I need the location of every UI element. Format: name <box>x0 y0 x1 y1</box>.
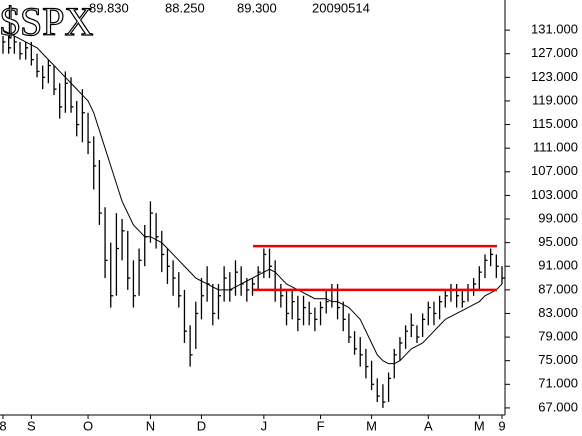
x-tick-label: 9 <box>498 418 505 433</box>
x-tick-label: M <box>474 418 485 433</box>
x-tick-label: M <box>366 418 377 433</box>
y-tick-label: 67.000 <box>538 399 578 414</box>
x-tick-label: N <box>146 418 155 433</box>
y-tick-label: 95.000 <box>538 234 578 249</box>
y-tick-label: 123.000 <box>531 69 578 84</box>
y-tick-label: 119.000 <box>532 92 578 107</box>
y-tick-label: 127.000 <box>531 45 578 60</box>
moving-average <box>2 29 503 365</box>
x-tick-label: 8 <box>0 418 7 433</box>
x-tick-label: J <box>261 418 268 433</box>
x-tick-label: F <box>317 418 325 433</box>
y-tick-label: 71.000 <box>538 376 578 391</box>
header-value: 89.830 <box>89 0 129 15</box>
header-value: 89.300 <box>237 0 277 15</box>
y-tick-label: 99.000 <box>538 210 578 225</box>
header-value: 20090514 <box>312 0 370 15</box>
y-tick-label: 131.000 <box>531 22 578 37</box>
x-tick-label: S <box>27 418 36 433</box>
y-tick-label: 107.000 <box>531 163 578 178</box>
header-value: 88.250 <box>165 0 205 15</box>
x-tick-label: O <box>83 418 93 433</box>
x-tick-label: A <box>424 418 433 433</box>
y-tick-label: 91.000 <box>538 258 578 273</box>
y-tick-label: 115.000 <box>532 116 578 131</box>
y-tick-label: 87.000 <box>538 281 578 296</box>
y-tick-label: 83.000 <box>538 305 578 320</box>
y-tick-label: 103.000 <box>531 187 578 202</box>
y-tick-label: 75.000 <box>538 352 578 367</box>
y-tick-label: 79.000 <box>538 329 578 344</box>
y-tick-label: 111.000 <box>533 140 578 155</box>
x-tick-label: D <box>197 418 206 433</box>
